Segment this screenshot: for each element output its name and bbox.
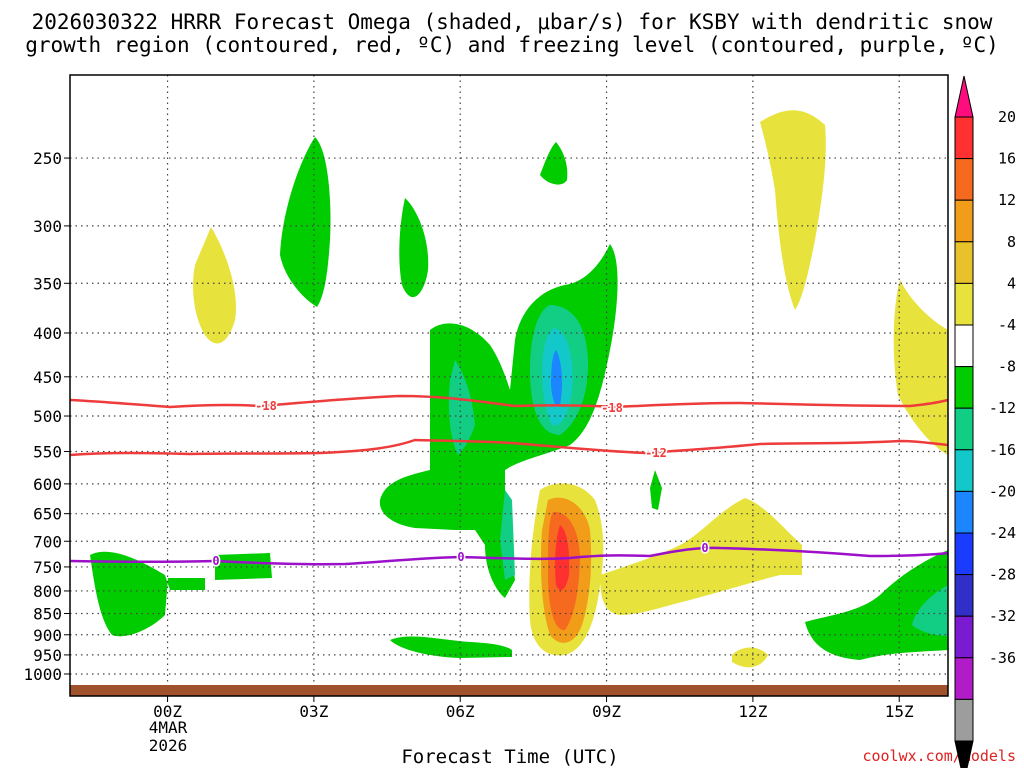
omega-region-green-small-right <box>650 470 662 510</box>
omega-region-yellow-right-edge <box>893 280 948 455</box>
y-tick-label: 750 <box>33 558 62 577</box>
y-tick-label: 800 <box>33 582 62 601</box>
y-tick-label: 400 <box>33 324 62 343</box>
colorbar-segment <box>954 116 974 160</box>
contour-label-zero-a: 0 <box>212 554 219 568</box>
y-tick-label: 650 <box>33 505 62 524</box>
x-tick-label: 09Z <box>592 702 621 721</box>
colorbar-label: 8 <box>1007 233 1016 251</box>
credit-text: coolwx.com/models <box>862 747 1016 765</box>
y-tick-label: 600 <box>33 475 62 494</box>
x-tick-label: 06Z <box>446 702 475 721</box>
contours: -18 -18 -12 0 0 0 <box>69 394 949 570</box>
colorbar-top-arrow <box>954 75 974 118</box>
omega-region-teal-4 <box>912 585 948 636</box>
colorbar-segment <box>954 324 974 368</box>
y-tick-label: 700 <box>33 532 62 551</box>
colorbar-label: -24 <box>989 524 1016 542</box>
colorbar-segment <box>954 449 974 492</box>
y-tick-label: 850 <box>33 605 62 624</box>
colorbar-label: -8 <box>998 358 1016 376</box>
colorbar-label: 12 <box>998 191 1016 209</box>
colorbar-label: 20 <box>998 108 1016 126</box>
colorbar-label: -36 <box>989 649 1016 667</box>
omega-region-yellow-bottom-small <box>732 647 768 668</box>
omega-region-teal-1 <box>448 360 475 455</box>
contour-label-minus12: -12 <box>645 446 667 460</box>
chart-title-line2: growth region (contoured, red, ºC) and f… <box>25 33 999 57</box>
x-axis: 00Z 03Z 06Z 09Z 12Z 15Z <box>153 696 914 721</box>
contour-label-minus18-a: -18 <box>255 399 277 413</box>
x-tick-label: 12Z <box>738 702 767 721</box>
colorbar-label: -16 <box>989 441 1016 459</box>
contour-label-minus18-b: -18 <box>601 401 623 415</box>
x-axis-label: Forecast Time (UTC) <box>401 746 618 768</box>
y-tick-label: 1000 <box>23 665 62 684</box>
y-tick-label: 300 <box>33 217 62 236</box>
colorbar-segment <box>954 532 974 576</box>
x-date-line2: 2026 <box>149 736 188 755</box>
colorbar-label: -4 <box>998 316 1016 334</box>
colorbar-segment <box>954 615 974 659</box>
y-axis: 250 300 350 400 450 500 550 600 650 700 750 800 850 9… <box>23 149 70 684</box>
omega-region-yellow-top-right <box>760 110 826 310</box>
colorbar: 20 16 12 8 4 -4 -8 -12 -16 -20 -24 -28 -32 -36 <box>954 75 1016 768</box>
colorbar-segment <box>954 490 974 534</box>
x-tick-label: 03Z <box>299 702 328 721</box>
omega-region-blue <box>551 350 563 407</box>
contour-freezing-zero <box>69 546 949 566</box>
omega-region-green-top-dot <box>540 142 568 185</box>
colorbar-segment <box>954 241 974 284</box>
x-tick-label: 00Z <box>153 702 182 721</box>
omega-region-green-right-lower <box>805 550 948 660</box>
colorbar-segment <box>954 366 974 409</box>
omega-region-green-left <box>90 551 205 637</box>
omega-region-green-upper-2 <box>399 198 429 298</box>
colorbar-label: -28 <box>989 566 1016 584</box>
contour-dendritic-minus12 <box>69 438 949 457</box>
omega-region-green-left-small <box>215 553 272 580</box>
y-tick-label: 550 <box>33 442 62 461</box>
colorbar-segment <box>954 657 974 700</box>
colorbar-segment <box>954 199 974 243</box>
grid <box>70 75 948 685</box>
contour-dendritic-minus18 <box>69 394 949 409</box>
ground-bar <box>70 685 948 696</box>
y-tick-label: 900 <box>33 626 62 645</box>
y-tick-label: 450 <box>33 368 62 387</box>
omega-region-green-upper-1 <box>280 137 331 307</box>
colorbar-segment <box>954 407 974 451</box>
y-tick-label: 250 <box>33 149 62 168</box>
x-tick-label: 15Z <box>885 702 914 721</box>
chart-title-line1: 2026030322 HRRR Forecast Omega (shaded, … <box>32 10 993 34</box>
contour-label-zero-b: 0 <box>457 550 464 564</box>
colorbar-bottom-arrow <box>954 740 974 768</box>
omega-region-yellow-right-middle <box>600 498 802 615</box>
y-tick-label: 950 <box>33 646 62 665</box>
omega-region-yellow-left <box>193 227 236 344</box>
contour-label-zero-c: 0 <box>701 541 708 555</box>
colorbar-label: -12 <box>989 399 1016 417</box>
colorbar-segment <box>954 698 974 742</box>
omega-region-green-lower <box>390 636 512 658</box>
colorbar-label: -32 <box>989 607 1016 625</box>
colorbar-label: 16 <box>998 150 1016 168</box>
plot-frame <box>69 74 949 697</box>
colorbar-segment <box>954 574 974 617</box>
y-tick-label: 500 <box>33 407 62 426</box>
x-date-line1: 4MAR <box>149 718 188 737</box>
colorbar-label: -20 <box>989 482 1016 500</box>
y-tick-label: 350 <box>33 274 62 293</box>
colorbar-segment <box>954 158 974 201</box>
colorbar-segment <box>954 282 974 326</box>
colorbar-label: 4 <box>1007 274 1016 292</box>
